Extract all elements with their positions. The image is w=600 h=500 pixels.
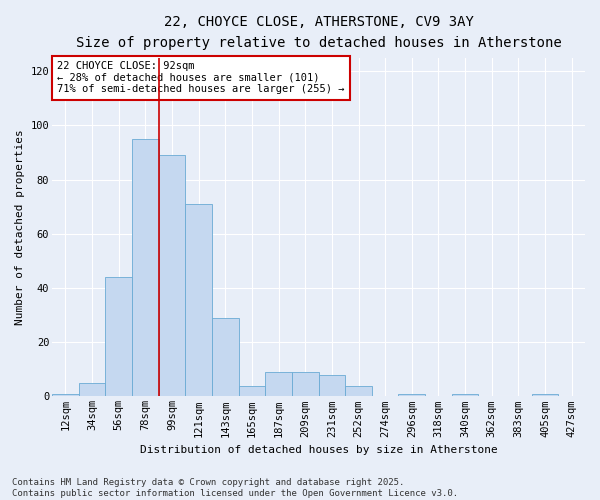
Bar <box>265 372 292 396</box>
Y-axis label: Number of detached properties: Number of detached properties <box>15 129 25 325</box>
Bar <box>239 386 265 396</box>
Bar <box>345 386 372 396</box>
Text: Contains HM Land Registry data © Crown copyright and database right 2025.
Contai: Contains HM Land Registry data © Crown c… <box>12 478 458 498</box>
Bar <box>185 204 212 396</box>
Bar <box>132 139 158 396</box>
Bar <box>532 394 559 396</box>
Bar <box>452 394 478 396</box>
Bar <box>319 374 345 396</box>
Bar <box>52 394 79 396</box>
Bar <box>79 383 106 396</box>
Bar <box>212 318 239 396</box>
Bar <box>292 372 319 396</box>
Bar <box>398 394 425 396</box>
Title: 22, CHOYCE CLOSE, ATHERSTONE, CV9 3AY
Size of property relative to detached hous: 22, CHOYCE CLOSE, ATHERSTONE, CV9 3AY Si… <box>76 15 562 50</box>
X-axis label: Distribution of detached houses by size in Atherstone: Distribution of detached houses by size … <box>140 445 497 455</box>
Bar <box>106 277 132 396</box>
Text: 22 CHOYCE CLOSE: 92sqm
← 28% of detached houses are smaller (101)
71% of semi-de: 22 CHOYCE CLOSE: 92sqm ← 28% of detached… <box>58 61 345 94</box>
Bar <box>158 156 185 396</box>
